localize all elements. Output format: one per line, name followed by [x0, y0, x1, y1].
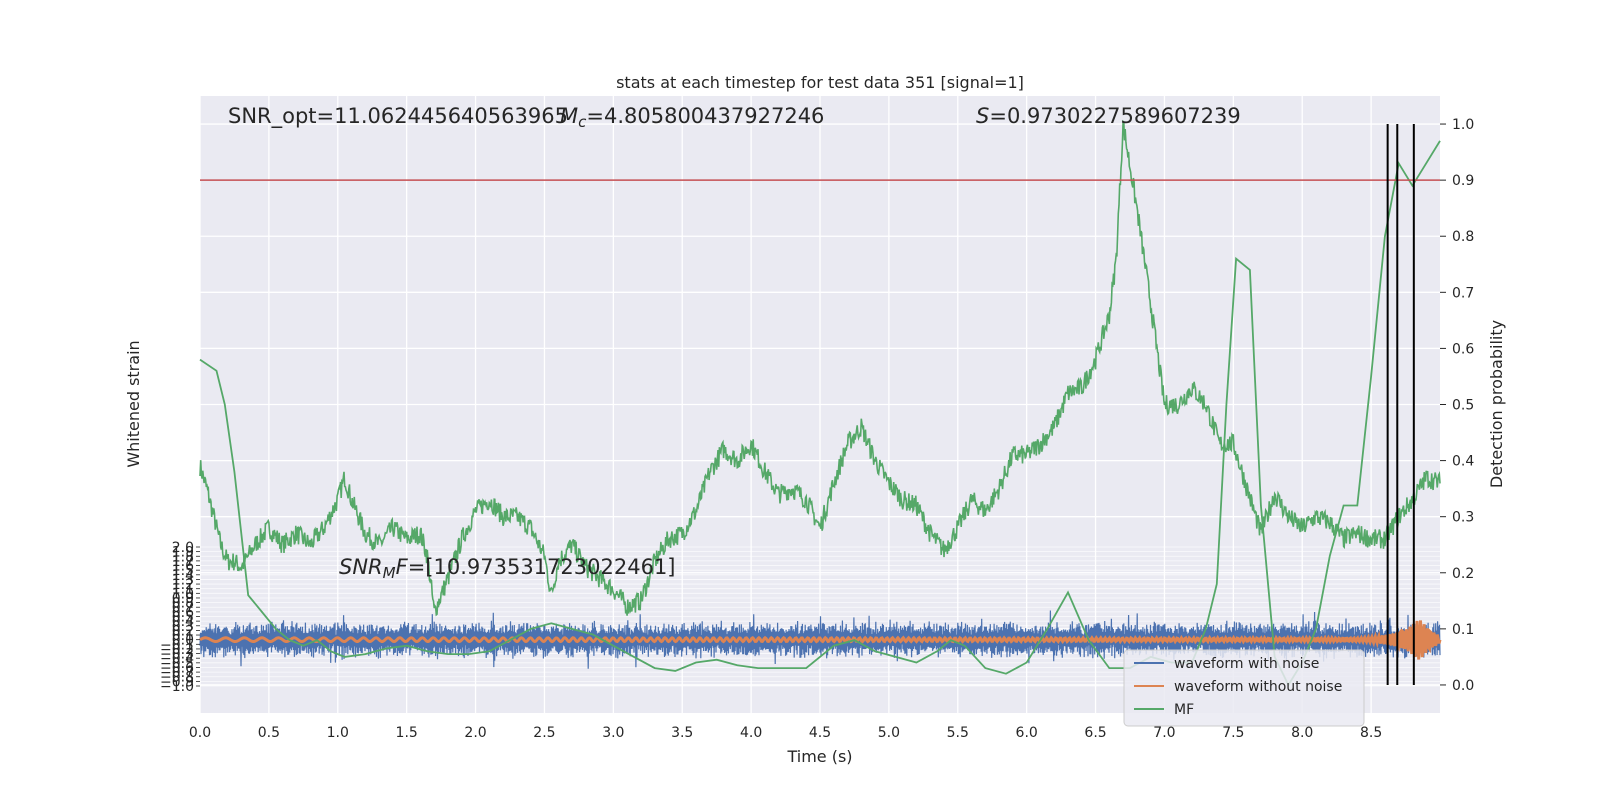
snr-mf-annotation: SNRMF=[10.973531723022461]	[339, 555, 676, 582]
left-tick-label: 0.9	[172, 591, 194, 607]
x-tick-label: 1.0	[327, 725, 349, 741]
legend-label-mf: MF	[1174, 702, 1194, 718]
left-tick-label: −0.8	[160, 670, 194, 686]
left-tick-label: 1.9	[172, 545, 194, 561]
right-tick-label: 0.8	[1452, 229, 1474, 245]
x-tick-label: 3.0	[602, 725, 624, 741]
left-tick-label: 2.0	[172, 540, 194, 556]
x-tick-label: 6.5	[1084, 725, 1106, 741]
left-tick-label: 0.1	[172, 628, 194, 644]
left-tick-label: −0.5	[160, 656, 194, 672]
x-tick-label: 5.0	[878, 725, 900, 741]
right-tick-label: 0.0	[1452, 678, 1474, 694]
left-tick-label: 1.0	[172, 586, 194, 602]
x-tick-label: 8.5	[1360, 725, 1382, 741]
right-tick-label: 0.3	[1452, 510, 1474, 526]
legend-label-clean: waveform without noise	[1174, 679, 1342, 695]
left-tick-label: 0.4	[172, 614, 194, 630]
x-tick-label: 2.5	[533, 725, 555, 741]
left-tick-label: 0.3	[172, 619, 194, 635]
x-tick-label: 4.0	[740, 725, 762, 741]
left-axis-label: Whitened strain	[124, 340, 143, 467]
left-tick-label: −0.6	[160, 660, 194, 676]
waveform-without-noise-line	[199, 620, 1442, 660]
right-tick-label: 0.5	[1452, 398, 1474, 414]
right-tick-label: 0.1	[1452, 622, 1474, 638]
right-tick-label: 0.4	[1452, 454, 1474, 470]
legend: waveform with noise waveform without noi…	[1123, 649, 1365, 727]
x-tick-label: 4.5	[809, 725, 831, 741]
right-axis-label: Detection probability	[1487, 320, 1506, 488]
left-tick-label: −0.2	[160, 642, 194, 658]
legend-box	[1123, 649, 1365, 727]
x-tick-label: 0.0	[189, 725, 211, 741]
left-tick-label: 1.1	[172, 582, 194, 598]
left-tick-label: −0.4	[160, 651, 194, 667]
left-tick-label: 1.8	[172, 549, 194, 565]
left-tick-label: 1.2	[172, 577, 194, 593]
x-tick-labels: 0.0 0.5 1.0 1.5 2.0 2.5 3.0 3.5 4.0 4.5 5.0 5.5 6.0 6…	[189, 725, 1382, 741]
right-tick-label: 1.0	[1452, 117, 1474, 133]
s-annotation: S=0.9730227589607239	[976, 104, 1241, 128]
x-tick-label: 7.0	[1153, 725, 1175, 741]
right-tick-label: 0.6	[1452, 341, 1474, 357]
left-tick-label: −0.3	[160, 647, 194, 663]
left-tick-label: 0.7	[172, 600, 194, 616]
legend-label-noise: waveform with noise	[1174, 656, 1319, 672]
detection-probability-line	[199, 119, 1441, 617]
x-tick-label: 5.5	[947, 725, 969, 741]
snr-opt-annotation: SNR_opt=11.062445640563965	[228, 104, 568, 129]
x-tick-label: 7.5	[1222, 725, 1244, 741]
x-tick-label: 1.5	[396, 725, 418, 741]
right-tick-labels: 0.0 0.1 0.2 0.3 0.4 0.5 0.6 0.7 0.8 0.9 1.0	[1440, 117, 1474, 694]
vertical-lines	[1386, 124, 1415, 685]
left-tick-label: 1.7	[172, 554, 194, 570]
right-tick-label: 0.7	[1452, 285, 1474, 301]
chart-title: stats at each timestep for test data 351…	[616, 73, 1024, 92]
left-tick-label: −0.9	[160, 674, 194, 690]
right-tick-label: 0.2	[1452, 566, 1474, 582]
x-axis-label: Time (s)	[786, 747, 852, 766]
left-tick-label: 0.8	[172, 596, 194, 612]
right-tick-label: 0.9	[1452, 173, 1474, 189]
left-tick-label: −0.1	[160, 637, 194, 653]
left-tick-label: 0.6	[172, 605, 194, 621]
mc-annotation: Mc=4.805800437927246	[560, 104, 824, 131]
left-tick-label: 1.6	[172, 559, 194, 575]
left-tick-label: −1.0	[160, 679, 194, 695]
left-tick-label: −0.7	[160, 665, 194, 681]
left-tick-label: 0.5	[172, 610, 194, 626]
x-tick-label: 8.0	[1291, 725, 1313, 741]
left-tick-label: 0.2	[172, 623, 194, 639]
x-tick-label: 6.0	[1016, 725, 1038, 741]
x-tick-label: 2.0	[464, 725, 486, 741]
left-tick-label: 0.0	[172, 633, 194, 649]
left-tick-label: 1.4	[172, 568, 194, 584]
left-tick-label: 1.5	[172, 563, 194, 579]
left-tick-labels: 2.01.91.81.71.61.51.41.31.21.11.00.90.80…	[160, 540, 200, 695]
x-tick-label: 0.5	[258, 725, 280, 741]
left-tick-label: 1.3	[172, 572, 194, 588]
x-tick-label: 3.5	[671, 725, 693, 741]
